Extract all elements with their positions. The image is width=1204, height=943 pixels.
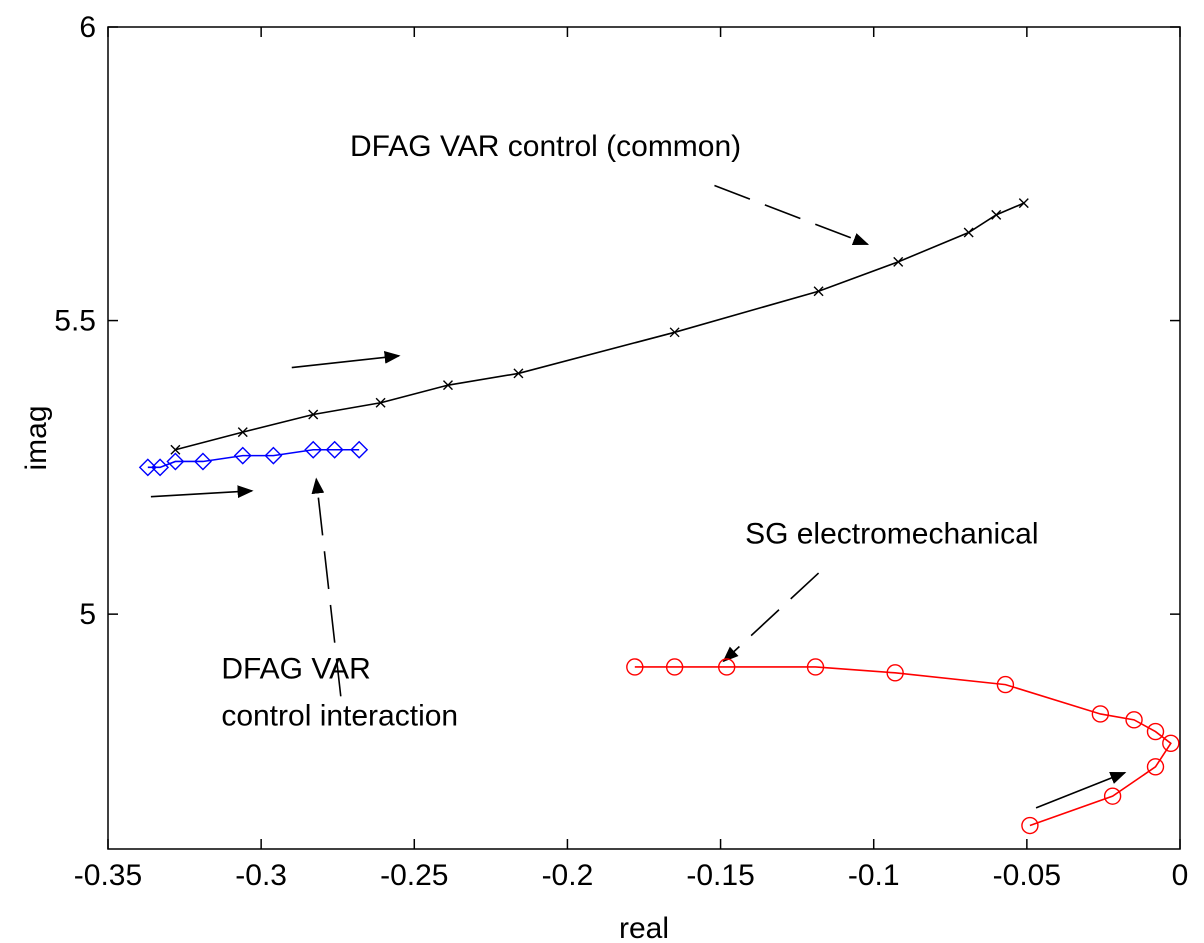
diamond-marker: [304, 440, 323, 459]
diamond-marker: [151, 458, 170, 477]
x-tick-label: -0.1: [848, 859, 900, 892]
circle-marker: [1146, 758, 1165, 776]
x-marker: [375, 397, 386, 408]
annotations-layer: DFAG VAR control (common) SG electromecha…: [221, 130, 1038, 733]
dashed-pointer-arrow: [311, 477, 342, 697]
arrows-layer: [150, 184, 1127, 809]
x-tick-label: -0.35: [74, 859, 142, 892]
x-marker: [963, 227, 974, 238]
x-marker: [170, 444, 181, 455]
ticks-layer: -0.35 -0.3 -0.25 -0.2 -0.15 -0.1 -0.05 0 5 5.5 6: [54, 11, 1188, 892]
x-marker: [1018, 198, 1029, 209]
y-tick-label: 5.5: [54, 305, 96, 338]
dashed-pointer-arrow: [714, 184, 870, 246]
diamond-marker: [138, 458, 157, 477]
circle-marker: [996, 675, 1015, 694]
circle-marker: [626, 658, 644, 676]
circle-marker: [1091, 705, 1110, 723]
x-marker: [308, 409, 319, 420]
series-layer: [138, 198, 1180, 835]
diamond-marker: [166, 452, 185, 471]
x-marker: [237, 427, 248, 438]
y-axis-title: imag: [20, 405, 53, 470]
diamond-marker: [325, 440, 344, 459]
diamond-marker: [193, 452, 212, 471]
circle-marker: [1021, 816, 1039, 835]
x-marker: [669, 327, 680, 338]
circle-marker: [1103, 787, 1122, 805]
x-marker: [442, 380, 453, 391]
plot-frame: [107, 26, 1181, 850]
direction-arrow: [150, 485, 254, 499]
series-1: [138, 440, 369, 477]
direction-arrow: [291, 351, 401, 369]
x-axis-title: real: [619, 912, 669, 943]
series-line: [175, 202, 1025, 451]
x-tick-label: -0.3: [235, 859, 287, 892]
direction-arrow: [1035, 771, 1127, 809]
x-marker: [513, 368, 524, 379]
circle-marker: [717, 658, 736, 676]
annotation-label: SG electromechanical: [745, 518, 1038, 551]
x-tick-label: -0.2: [542, 859, 594, 892]
y-tick-label: 6: [79, 11, 96, 44]
circle-marker: [886, 664, 904, 682]
annotation-label: DFAG VAR: [221, 653, 370, 686]
circle-marker: [1146, 722, 1165, 741]
circle-marker: [1162, 734, 1180, 753]
x-tick-label: -0.05: [993, 859, 1061, 892]
x-marker: [991, 209, 1002, 220]
x-marker: [813, 286, 824, 297]
series-2: [626, 658, 1180, 835]
diamond-marker: [233, 446, 252, 465]
diamond-marker: [350, 440, 369, 459]
x-marker: [893, 256, 904, 267]
series-0: [170, 198, 1029, 455]
diamond-marker: [264, 446, 283, 465]
series-line: [634, 666, 1172, 827]
x-tick-label: 0: [1172, 859, 1189, 892]
dashed-pointer-arrow: [722, 572, 820, 663]
x-tick-label: -0.15: [686, 859, 754, 892]
y-tick-label: 5: [79, 598, 96, 631]
annotation-label: DFAG VAR control (common): [350, 130, 741, 163]
annotation-label: control interaction: [221, 700, 458, 733]
circle-marker: [665, 658, 684, 676]
circle-marker: [806, 658, 825, 676]
x-tick-label: -0.25: [380, 859, 448, 892]
circle-marker: [1125, 711, 1143, 729]
